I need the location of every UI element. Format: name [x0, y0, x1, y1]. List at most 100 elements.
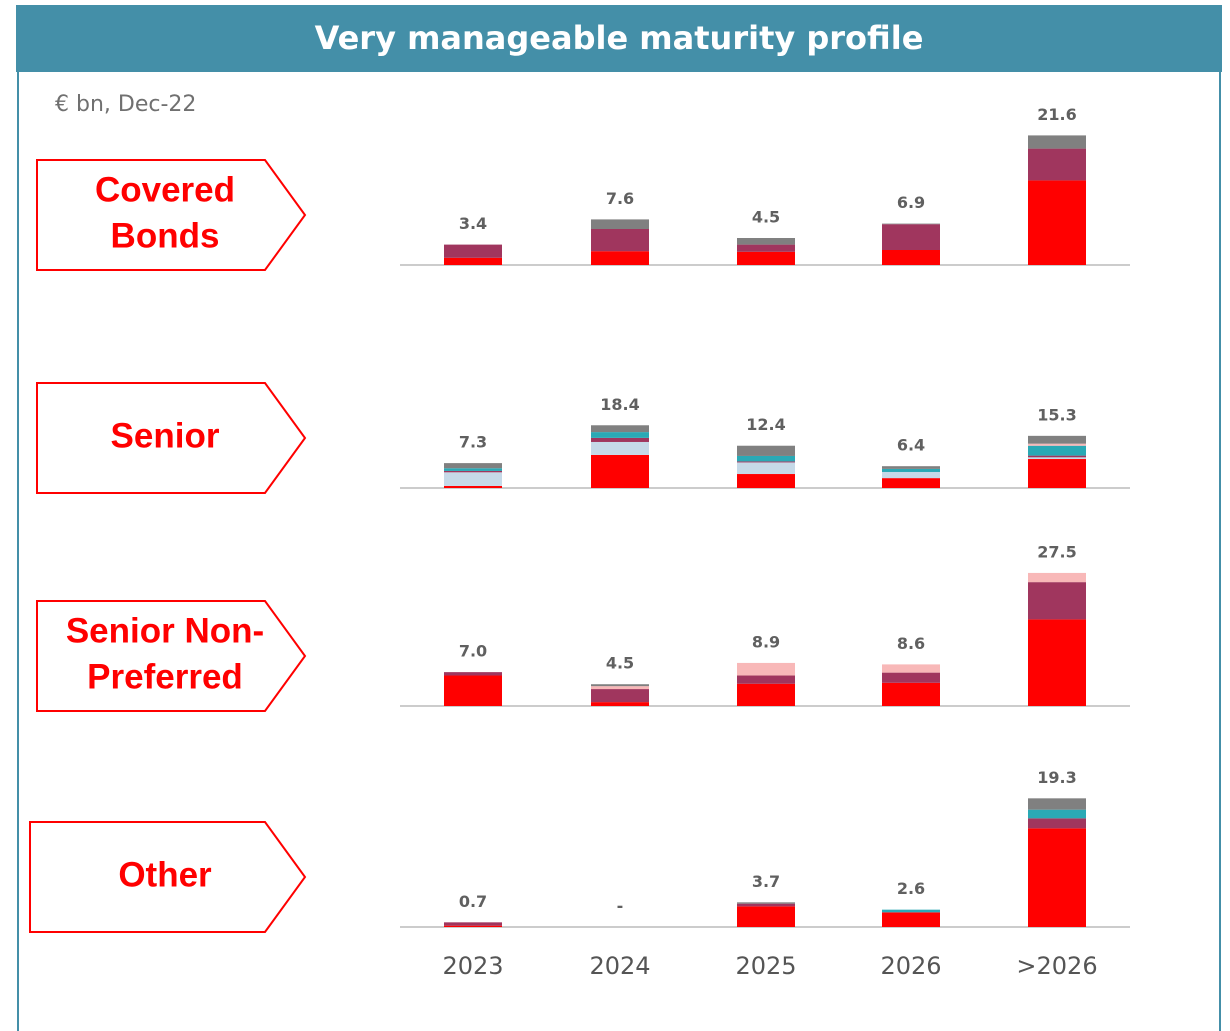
bar-segment: [591, 702, 649, 706]
bar-segment: [591, 684, 649, 687]
total-label: 19.3: [1037, 768, 1076, 787]
total-label: 3.7: [752, 872, 780, 891]
total-label: 7.3: [459, 433, 487, 452]
x-tick-label: 2026: [880, 952, 941, 980]
bar-segment: [444, 470, 502, 473]
bar-segment: [444, 922, 502, 926]
bar-segment: [591, 689, 649, 703]
total-label: 2.6: [897, 879, 925, 898]
bar-segment: [882, 224, 940, 250]
bar-segment: [444, 925, 502, 927]
bar-segment: [1028, 180, 1086, 265]
panel-label: Preferred: [87, 657, 243, 696]
bar-segment: [591, 454, 649, 488]
bar-segment: [882, 682, 940, 706]
bar-segment: [737, 906, 795, 927]
bar-segment: [591, 441, 649, 455]
chart-title: Very manageable maturity profile: [315, 19, 924, 57]
bar-segment: [737, 455, 795, 462]
bar-segment: [444, 485, 502, 488]
x-tick-label: >2026: [1016, 952, 1097, 980]
bar-segment: [1028, 135, 1086, 149]
bar-segment: [591, 251, 649, 265]
bar-segment: [737, 461, 795, 463]
bar-segment: [882, 909, 940, 913]
bar-segment: [444, 244, 502, 258]
bar-segment: [1028, 457, 1086, 460]
bar-segment: [737, 251, 795, 265]
bar-segment: [1028, 809, 1086, 819]
total-label: 8.6: [897, 634, 925, 653]
total-label: 8.9: [752, 632, 780, 651]
bar-segment: [1028, 828, 1086, 927]
total-label: 6.4: [897, 436, 925, 455]
bar-segment: [444, 257, 502, 265]
total-label: 6.9: [897, 193, 925, 212]
bar-segment: [882, 478, 940, 488]
bar-segment: [882, 664, 940, 673]
total-label: 15.3: [1037, 405, 1076, 424]
bar-segment: [444, 468, 502, 471]
bar-segment: [737, 902, 795, 904]
bar-segment: [737, 474, 795, 488]
bar-segment: [444, 472, 502, 486]
bar-segment: [1028, 619, 1086, 706]
bar-segment: [1028, 443, 1086, 446]
total-label: -: [617, 897, 624, 916]
label-chevron: [36, 600, 307, 712]
bar-segment: [737, 462, 795, 475]
total-label: 12.4: [746, 415, 785, 434]
bar-segment: [882, 468, 940, 472]
total-label: 7.6: [606, 189, 634, 208]
bar-segment: [882, 223, 940, 225]
bar-segment: [591, 229, 649, 252]
label-chevron: [36, 159, 307, 271]
bar-segment: [1028, 572, 1086, 583]
bar-segment: [737, 445, 795, 456]
bar-segment: [882, 672, 940, 683]
bar-segment: [444, 463, 502, 469]
bar-segment: [591, 432, 649, 438]
total-label: 4.5: [752, 208, 780, 227]
bar-segment: [444, 675, 502, 706]
bar-segment: [882, 250, 940, 265]
x-tick-label: 2025: [735, 952, 796, 980]
label-chevron: [29, 821, 307, 933]
bar-segment: [444, 672, 502, 676]
label-chevron: [36, 382, 307, 494]
bar-segment: [882, 912, 940, 927]
bar-segment: [737, 675, 795, 684]
x-tick-label: 2024: [589, 952, 650, 980]
bar-segment: [737, 238, 795, 245]
panel-label: Senior: [111, 416, 220, 455]
bar-segment: [1028, 148, 1086, 181]
panel-label: Senior Non-: [66, 611, 264, 650]
panel-label: Bonds: [111, 216, 220, 255]
panel-label: Other: [118, 855, 212, 894]
bar-segment: [882, 471, 940, 479]
bar-segment: [591, 437, 649, 442]
bar-segment: [591, 219, 649, 229]
bar-segment: [1028, 445, 1086, 456]
bar-segment: [1028, 818, 1086, 829]
total-label: 4.5: [606, 654, 634, 673]
bar-segment: [1028, 798, 1086, 810]
panel-label: Covered: [95, 170, 235, 209]
subtitle: € bn, Dec-22: [55, 92, 196, 117]
total-label: 3.4: [459, 214, 487, 233]
total-label: 27.5: [1037, 542, 1076, 561]
total-label: 0.7: [459, 892, 487, 911]
bar-segment: [737, 662, 795, 676]
bar-segment: [1028, 459, 1086, 488]
bar-segment: [1028, 582, 1086, 620]
bar-segment: [591, 425, 649, 433]
header-bar: [16, 5, 1222, 72]
bar-segment: [591, 686, 649, 690]
bar-segment: [1028, 455, 1086, 458]
total-label: 21.6: [1037, 105, 1076, 124]
bar-segment: [1028, 435, 1086, 444]
bar-segment: [882, 466, 940, 469]
x-tick-label: 2023: [442, 952, 503, 980]
total-label: 18.4: [600, 395, 639, 414]
